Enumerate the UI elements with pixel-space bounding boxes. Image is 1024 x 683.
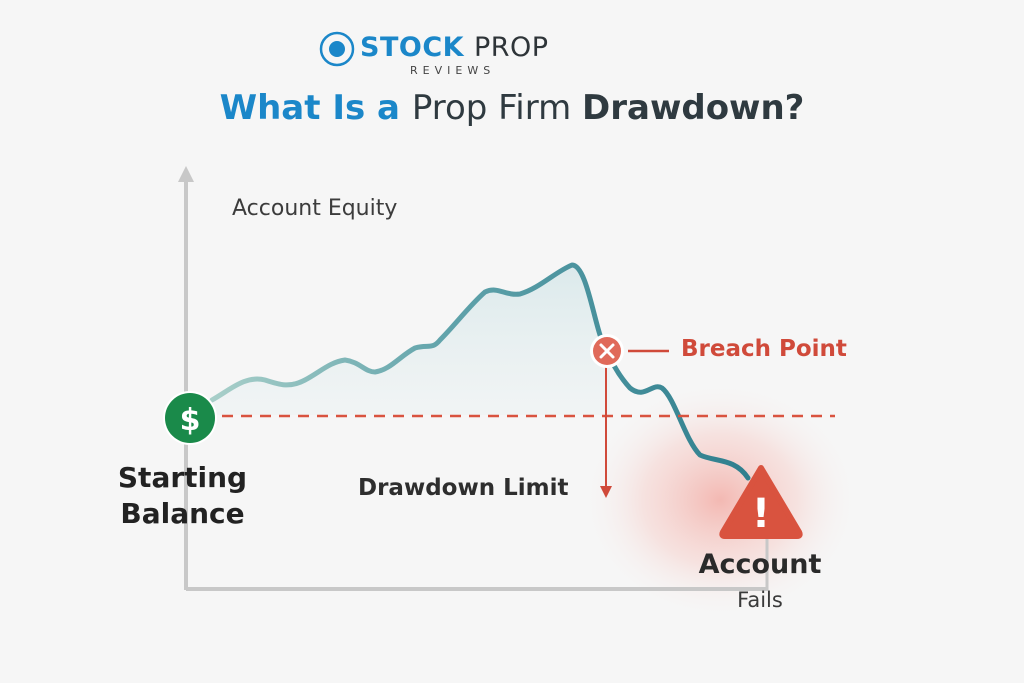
equity-line <box>209 262 751 481</box>
warning-icon: ! <box>719 465 803 539</box>
brand-name-stock: STOCK <box>360 32 465 63</box>
brand-name: STOCK PROP <box>360 32 549 64</box>
warning-glyph: ! <box>752 491 770 537</box>
breach-point-label: Breach Point <box>681 336 847 362</box>
starting-balance-label: Starting Balance <box>117 461 248 530</box>
dollar-icon: $ <box>163 391 217 445</box>
account-fails-subtitle: Fails <box>737 588 783 612</box>
breach-arrow-icon <box>600 486 612 498</box>
y-axis-arrow-icon <box>178 166 194 182</box>
breach-x-icon <box>590 334 624 368</box>
title-part-2: Prop Firm <box>411 88 583 128</box>
brand-logo: STOCK PROP REVIEWS <box>318 30 558 77</box>
equity-area <box>212 265 610 415</box>
drawdown-limit-label: Drawdown Limit <box>358 475 569 501</box>
dollar-glyph: $ <box>180 403 201 438</box>
logo-circle-icon <box>319 31 355 67</box>
title-part-3: Drawdown <box>582 88 785 128</box>
brand-subtitle: REVIEWS <box>410 64 496 77</box>
account-fails-title: Account <box>698 549 822 580</box>
brand-name-prop: PROP <box>473 32 549 63</box>
y-axis-label: Account Equity <box>232 196 398 221</box>
title-part-1: What Is a <box>219 88 412 128</box>
page-title: What Is a Prop Firm Drawdown? <box>0 86 1024 130</box>
title-part-4: ? <box>784 88 805 128</box>
fail-zone-glow <box>580 380 860 620</box>
